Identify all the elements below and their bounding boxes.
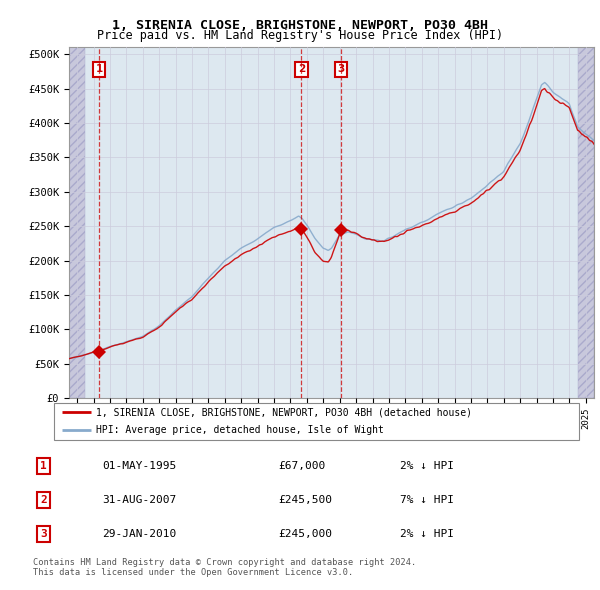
Text: 29-JAN-2010: 29-JAN-2010 (102, 529, 176, 539)
Text: 2% ↓ HPI: 2% ↓ HPI (400, 529, 454, 539)
Text: 7% ↓ HPI: 7% ↓ HPI (400, 495, 454, 505)
Text: 31-AUG-2007: 31-AUG-2007 (102, 495, 176, 505)
FancyBboxPatch shape (54, 403, 579, 440)
Text: 1: 1 (95, 64, 103, 74)
Text: £245,500: £245,500 (278, 495, 332, 505)
Text: 1, SIRENIA CLOSE, BRIGHSTONE, NEWPORT, PO30 4BH: 1, SIRENIA CLOSE, BRIGHSTONE, NEWPORT, P… (112, 19, 488, 32)
Polygon shape (69, 47, 85, 398)
Text: 2: 2 (40, 495, 47, 505)
Text: 2% ↓ HPI: 2% ↓ HPI (400, 461, 454, 471)
Text: 01-MAY-1995: 01-MAY-1995 (102, 461, 176, 471)
Text: 3: 3 (337, 64, 344, 74)
Text: 1, SIRENIA CLOSE, BRIGHSTONE, NEWPORT, PO30 4BH (detached house): 1, SIRENIA CLOSE, BRIGHSTONE, NEWPORT, P… (96, 407, 472, 417)
Text: 2: 2 (298, 64, 305, 74)
Text: 1: 1 (40, 461, 47, 471)
Polygon shape (578, 47, 594, 398)
Text: HPI: Average price, detached house, Isle of Wight: HPI: Average price, detached house, Isle… (96, 425, 384, 435)
Text: 3: 3 (40, 529, 47, 539)
Text: £245,000: £245,000 (278, 529, 332, 539)
Text: Contains HM Land Registry data © Crown copyright and database right 2024.
This d: Contains HM Land Registry data © Crown c… (33, 558, 416, 577)
Text: Price paid vs. HM Land Registry's House Price Index (HPI): Price paid vs. HM Land Registry's House … (97, 30, 503, 42)
Text: £67,000: £67,000 (278, 461, 326, 471)
